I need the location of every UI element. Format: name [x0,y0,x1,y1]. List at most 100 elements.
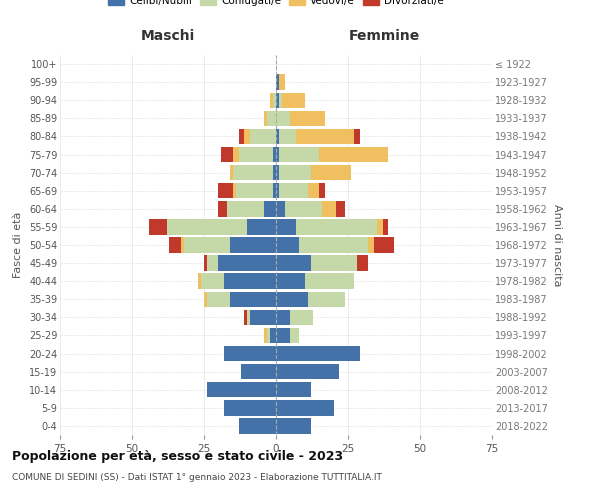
Y-axis label: Fasce di età: Fasce di età [13,212,23,278]
Bar [276,165,279,180]
Bar [368,238,374,252]
Bar [241,364,276,380]
Text: Popolazione per età, sesso e stato civile - 2023: Popolazione per età, sesso e stato civil… [12,450,343,463]
Bar [337,201,345,216]
Bar [276,256,311,271]
Bar [233,147,239,162]
Bar [290,310,313,325]
Bar [356,256,368,271]
Bar [218,201,227,216]
Bar [247,310,250,325]
Bar [276,110,290,126]
Bar [276,310,290,325]
Bar [204,256,207,271]
Bar [279,74,284,90]
Bar [279,128,296,144]
Bar [268,328,270,343]
Bar [230,292,276,307]
Bar [282,92,305,108]
Bar [354,128,359,144]
Bar [233,165,273,180]
Bar [377,219,383,234]
Bar [279,147,319,162]
Bar [273,183,276,198]
Bar [276,274,305,289]
Bar [279,183,308,198]
Bar [276,382,311,398]
Bar [276,74,279,90]
Bar [265,201,276,216]
Bar [250,128,276,144]
Bar [221,147,233,162]
Bar [276,201,284,216]
Bar [383,219,388,234]
Text: COMUNE DI SEDINI (SS) - Dati ISTAT 1° gennaio 2023 - Elaborazione TUTTITALIA.IT: COMUNE DI SEDINI (SS) - Dati ISTAT 1° ge… [12,472,382,482]
Bar [374,238,394,252]
Bar [276,346,359,362]
Bar [265,328,268,343]
Bar [273,165,276,180]
Bar [239,147,273,162]
Bar [236,183,273,198]
Bar [319,183,325,198]
Bar [181,238,184,252]
Bar [184,238,230,252]
Bar [218,183,233,198]
Bar [270,328,276,343]
Bar [204,292,207,307]
Bar [244,128,250,144]
Text: Femmine: Femmine [349,28,419,42]
Bar [290,328,299,343]
Bar [233,183,236,198]
Bar [167,219,247,234]
Bar [224,346,276,362]
Text: Maschi: Maschi [141,28,195,42]
Bar [250,310,276,325]
Bar [169,238,181,252]
Bar [276,400,334,415]
Bar [239,128,244,144]
Bar [296,219,377,234]
Bar [239,418,276,434]
Bar [276,128,279,144]
Y-axis label: Anni di nascita: Anni di nascita [551,204,562,286]
Bar [270,92,273,108]
Bar [308,183,319,198]
Bar [218,256,276,271]
Bar [276,219,296,234]
Bar [224,400,276,415]
Bar [279,165,311,180]
Bar [230,238,276,252]
Bar [207,292,230,307]
Bar [279,92,282,108]
Bar [276,418,311,434]
Legend: Celibi/Nubili, Coniugati/e, Vedovi/e, Divorziati/e: Celibi/Nubili, Coniugati/e, Vedovi/e, Di… [104,0,448,10]
Bar [299,238,368,252]
Bar [276,92,279,108]
Bar [207,256,218,271]
Bar [311,256,356,271]
Bar [227,201,265,216]
Bar [207,382,276,398]
Bar [276,147,279,162]
Bar [290,110,325,126]
Bar [308,292,345,307]
Bar [284,201,322,216]
Bar [273,92,276,108]
Bar [230,165,233,180]
Bar [247,219,276,234]
Bar [305,274,354,289]
Bar [244,310,247,325]
Bar [224,274,276,289]
Bar [265,110,268,126]
Bar [311,165,351,180]
Bar [276,328,290,343]
Bar [276,292,308,307]
Bar [268,110,276,126]
Bar [149,219,167,234]
Bar [319,147,388,162]
Bar [276,183,279,198]
Bar [276,238,299,252]
Bar [201,274,224,289]
Bar [198,274,201,289]
